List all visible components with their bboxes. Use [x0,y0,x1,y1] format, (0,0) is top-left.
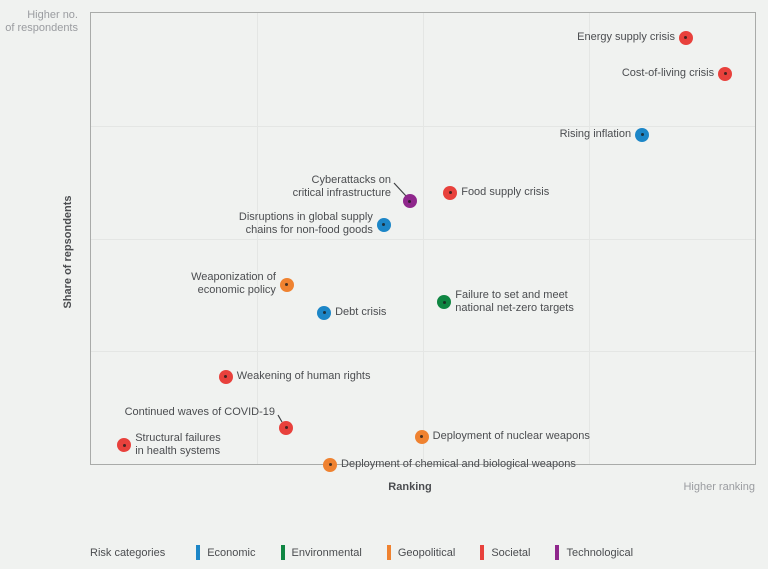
legend-label-geopolitical: Geopolitical [397,546,456,559]
x-axis-title: Ranking [388,481,432,493]
dot-center-mark [723,72,727,76]
dot-center-mark [284,426,288,430]
data-point-energy-supply-crisis [678,30,693,45]
dot-center-mark [322,311,326,315]
data-point-disruptions-in-global-supply-chains-for-non-food-goods [376,217,391,232]
data-point-debt-crisis [317,305,332,320]
gridline-horizontal-1 [91,125,755,127]
point-label-continued-waves-of-covid-19: Continued waves of COVID-19 [124,406,275,418]
dot-center-mark [224,375,228,379]
dot-center-mark [328,463,332,467]
legend-swatch-economic [196,545,201,560]
legend-item-societal: Societal [480,545,530,560]
legend-item-environmental: Environmental [280,545,362,560]
y-axis-high-annotation-line1: Higher no. [27,9,78,21]
data-point-weakening-of-human-rights [218,369,233,384]
y-axis-high-annotation-line2: of respondents [5,22,78,34]
data-point-rising-inflation [635,127,650,142]
dot-center-mark [408,199,412,203]
dot-center-mark [382,223,386,227]
y-axis-title: Share of repsondents [62,195,74,309]
point-label-food-supply-crisis: Food supply crisis [461,185,550,198]
legend-label-environmental: Environmental [291,546,362,559]
data-point-food-supply-crisis [443,185,458,200]
data-point-deployment-of-chemical-and-biological-weapons [323,457,338,472]
point-label-deployment-of-chemical-and-biological-weapons: Deployment of chemical and biological we… [341,457,576,470]
plot-area: Energy supply crisis Cost-of-living crisi… [90,12,756,472]
legend-item-economic: Economic [196,545,256,560]
legend-label-economic: Economic [207,546,256,559]
x-axis-high-annotation: Higher ranking [683,481,755,493]
point-label-weaponization-of-economic-policy: Weaponization of economic policy [191,271,276,297]
dot-center-mark [122,443,126,447]
data-point-deployment-of-nuclear-weapons [414,429,429,444]
legend-item-technological: Technological [555,545,633,560]
data-point-cost-of-living-crisis [718,66,733,81]
dot-center-mark [684,36,688,40]
point-label-debt-crisis: Debt crisis [335,305,387,318]
legend-item-geopolitical: Geopolitical [386,545,456,560]
legend-title: Risk categories [90,546,166,559]
dot-center-mark [442,300,446,304]
data-point-structural-failures-in-health-systems [117,438,132,453]
data-point-continued-waves-of-covid-19 [279,420,294,435]
y-axis-high-annotation: Higher no. of respondents [0,9,78,35]
dot-center-mark [285,283,289,287]
legend-swatch-technological [555,545,560,560]
dot-center-mark [640,133,644,137]
point-label-rising-inflation: Rising inflation [559,127,632,140]
data-point-weaponization-of-economic-policy [279,277,294,292]
point-label-energy-supply-crisis: Energy supply crisis [577,30,675,43]
legend-swatch-geopolitical [386,545,391,560]
point-label-structural-failures-in-health-systems: Structural failures in health systems [135,431,221,457]
gridline-horizontal-3 [91,351,755,353]
dot-center-mark [420,435,424,439]
legend: Risk categories Economic Environmental Geo… [90,545,658,560]
point-label-deployment-of-nuclear-weapons: Deployment of nuclear weapons [432,429,590,442]
legend-swatch-societal [480,545,485,560]
connector-line-cyberattacks-on-critical-infrastructure [393,182,407,197]
data-point-failure-to-set-and-meet-national-net-zero-targets [437,295,452,310]
legend-label-societal: Societal [491,546,531,559]
data-point-cyberattacks-on-critical-infrastructure [402,194,417,209]
point-label-disruptions-in-global-supply-chains-for-non-food-goods: Disruptions in global supply chains for n… [238,211,373,237]
point-label-cyberattacks-on-critical-infrastructure: Cyberattacks on critical infrastructure [292,174,391,199]
gridline-horizontal-2 [91,238,755,240]
legend-label-technological: Technological [566,546,634,559]
connector-line-continued-waves-of-covid-19 [277,414,283,423]
dot-center-mark [448,191,452,195]
point-label-cost-of-living-crisis: Cost-of-living crisis [621,66,715,79]
point-label-weakening-of-human-rights: Weakening of human rights [236,369,371,382]
point-label-failure-to-set-and-meet-national-net-zero-targets: Failure to set and meet national net-zero… [455,288,574,314]
legend-swatch-environmental [280,545,285,560]
